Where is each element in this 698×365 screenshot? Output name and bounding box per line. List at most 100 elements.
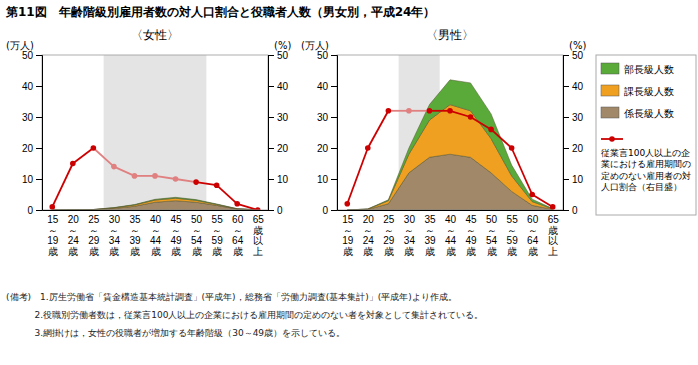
tick-label: 65歳以上 bbox=[548, 214, 560, 257]
tick-label-line: 歳 bbox=[404, 246, 414, 257]
line-segment bbox=[347, 148, 368, 204]
legend-label-line: 従業言100人以上の企 bbox=[601, 148, 690, 158]
tick: 15～19歳 bbox=[47, 214, 59, 257]
area bbox=[347, 105, 552, 210]
tick-label-line: 34 bbox=[404, 235, 416, 246]
line-segment bbox=[471, 117, 492, 129]
y-axis: 01020304050 bbox=[22, 50, 43, 216]
plot-background bbox=[42, 55, 268, 210]
tick-label-line: 24 bbox=[68, 235, 80, 246]
tick-label-line: 60 bbox=[527, 214, 539, 225]
tick-label-line: 49 bbox=[170, 235, 182, 246]
tick-label-line: 上 bbox=[253, 246, 263, 257]
tick-label-line: 34 bbox=[109, 235, 121, 246]
marks bbox=[344, 55, 555, 210]
tick: 40～44歳 bbox=[150, 214, 162, 257]
tick: 45～49歳 bbox=[170, 214, 182, 257]
point bbox=[365, 145, 371, 151]
tick: 40～44歳 bbox=[445, 214, 457, 257]
tick-label-line: 40 bbox=[150, 214, 162, 225]
tick: 20 bbox=[317, 143, 337, 154]
tick-label: 65歳以上 bbox=[253, 214, 265, 257]
tick-label: 55～59歳 bbox=[507, 214, 519, 257]
line-series bbox=[344, 108, 555, 210]
tick-label-line: 55 bbox=[507, 214, 519, 225]
tick-label-line: 歳 bbox=[363, 246, 373, 257]
legend-label: 部長級人数 bbox=[624, 64, 674, 75]
tick-label-line: 29 bbox=[88, 235, 100, 246]
footnote: (備考) 1.厉生労働省「賃金構造基本統計調査」(平成年)，総務省「労働力調査(… bbox=[6, 292, 457, 302]
tick-label: 30 bbox=[572, 112, 584, 123]
tick-label: 40～44歳 bbox=[150, 214, 162, 257]
tick-label: 40～44歳 bbox=[445, 214, 457, 257]
marks bbox=[49, 55, 260, 210]
tick-label-line: 40 bbox=[445, 214, 457, 225]
axis-line bbox=[331, 56, 338, 211]
tick: 0 bbox=[322, 205, 337, 216]
line-segment bbox=[114, 167, 135, 176]
panel: 010203040500102030405015～19歳20～24歳25～29歳… bbox=[6, 28, 291, 257]
tick-label-line: 歳 bbox=[48, 246, 58, 257]
tick-label: 40 bbox=[572, 81, 584, 92]
y2-axis: 01020304050 bbox=[268, 50, 289, 216]
area bbox=[52, 197, 257, 210]
tick-label: 30 bbox=[277, 112, 289, 123]
y-axis: 01020304050 bbox=[317, 50, 338, 216]
tick-mark bbox=[563, 148, 569, 149]
tick-label: 25～29歳 bbox=[383, 214, 395, 257]
tick-label-line: 歳 bbox=[89, 246, 99, 257]
point bbox=[406, 108, 412, 114]
tick-mark bbox=[331, 210, 337, 211]
tick-label-line: 44 bbox=[445, 235, 457, 246]
tick-label-line: 55 bbox=[212, 214, 224, 225]
tick: 50 bbox=[317, 50, 337, 61]
line-segment bbox=[368, 111, 389, 148]
tick-label-line: ～ bbox=[487, 225, 497, 236]
line-segment bbox=[73, 148, 94, 164]
legend-swatch bbox=[601, 85, 619, 96]
tick-label-line: ～ bbox=[507, 225, 517, 236]
tick: 15～19歳 bbox=[342, 214, 354, 257]
line-segment bbox=[429, 110, 450, 112]
tick-mark bbox=[331, 117, 337, 118]
tick-label: 0 bbox=[27, 205, 33, 216]
axis-line bbox=[36, 56, 43, 211]
tick-label-line: 歳 bbox=[109, 246, 119, 257]
tick: 60～64歳 bbox=[527, 214, 539, 257]
shaded-span bbox=[104, 55, 207, 210]
tick: 50 bbox=[268, 50, 289, 61]
plot-frame bbox=[42, 55, 268, 210]
tick-label-line: 歳 bbox=[548, 225, 558, 236]
area bbox=[347, 80, 552, 210]
tick-label: 10 bbox=[572, 174, 584, 185]
panel-title: 〈男性〉 bbox=[426, 28, 474, 42]
point bbox=[344, 201, 350, 207]
tick-label-line: 44 bbox=[150, 235, 162, 246]
tick-mark bbox=[331, 86, 337, 87]
tick-label-line: 30 bbox=[109, 214, 121, 225]
line-segment bbox=[532, 195, 553, 207]
tick-label: 35～39歳 bbox=[129, 214, 141, 257]
tick-mark bbox=[36, 86, 42, 87]
plot-frame bbox=[337, 55, 563, 210]
tick-label-line: 歳 bbox=[466, 246, 476, 257]
line-series bbox=[49, 145, 260, 210]
tick-label-line: 54 bbox=[191, 235, 203, 246]
tick: 50 bbox=[563, 50, 584, 61]
tick-label-line: 歳 bbox=[343, 246, 353, 257]
tick-mark bbox=[268, 86, 274, 87]
line-segment bbox=[450, 111, 471, 117]
tick: 50～54歳 bbox=[191, 214, 203, 257]
tick-label-line: 59 bbox=[507, 235, 519, 246]
tick-label-line: ～ bbox=[130, 225, 140, 236]
tick-label-line: ～ bbox=[425, 225, 435, 236]
point bbox=[70, 161, 76, 167]
line-segment bbox=[217, 185, 238, 204]
tick-label: 40 bbox=[317, 81, 329, 92]
tick-label-line: 歳 bbox=[233, 246, 243, 257]
line-segment bbox=[491, 129, 512, 148]
tick-label: 20 bbox=[22, 143, 34, 154]
tick: 0 bbox=[268, 205, 283, 216]
tick-label-line: 19 bbox=[47, 235, 59, 246]
chart: 第11図 年齢階級別雇用者数の対人口割合と役職者人数（男女別，平成24年）010… bbox=[0, 0, 698, 365]
